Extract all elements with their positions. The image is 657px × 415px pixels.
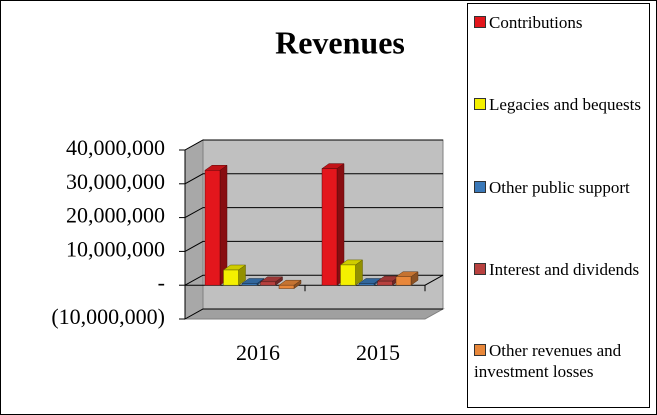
legend: Contributions Legacies and bequests Other … <box>467 3 650 408</box>
x-tick-label: 2015 <box>356 340 400 365</box>
legend-label: Interest and dividends <box>489 260 640 279</box>
y-tick-label: 40,000,000 <box>66 135 165 160</box>
y-tick-label: 10,000,000 <box>66 236 165 261</box>
y-tick-label: - <box>158 270 165 295</box>
floor <box>183 308 445 320</box>
legend-label: Legacies and bequests <box>489 95 641 114</box>
grid-line <box>184 173 443 185</box>
side-wall <box>184 139 204 320</box>
bar <box>278 284 295 289</box>
grid-line <box>184 240 443 252</box>
y-tick-label: (10,000,000) <box>51 304 165 329</box>
legend-swatch <box>474 263 486 275</box>
y-tick-label: 30,000,000 <box>66 169 165 194</box>
y-tick-label: 20,000,000 <box>66 203 165 228</box>
legend-entry: Contributions <box>474 12 646 33</box>
bar-side <box>219 164 228 286</box>
bar <box>241 283 258 286</box>
legend-entry: Other public support <box>474 177 646 198</box>
legend-swatch <box>474 98 486 110</box>
legend-swatch <box>474 181 486 193</box>
legend-label: Other revenues and investment losses <box>474 341 622 381</box>
bar <box>260 281 276 286</box>
grid-line <box>184 308 443 320</box>
bar <box>321 168 338 286</box>
bar <box>223 269 239 286</box>
legend-entry: Other revenues and investment losses <box>474 340 646 382</box>
bar <box>377 280 393 286</box>
bar <box>358 283 375 286</box>
legend-swatch <box>474 344 486 356</box>
bar <box>204 170 221 286</box>
legend-entry: Interest and dividends <box>474 259 646 280</box>
legend-label: Contributions <box>489 13 583 32</box>
legend-entry: Legacies and bequests <box>474 94 646 115</box>
bar <box>340 264 356 286</box>
grid-line <box>184 139 443 151</box>
x-tick-label: 2016 <box>236 340 280 365</box>
grid-line <box>184 207 443 219</box>
bar <box>395 276 412 286</box>
legend-swatch <box>474 16 486 28</box>
grid-line <box>184 274 443 286</box>
legend-label: Other public support <box>489 178 630 197</box>
chart-title: Revenues <box>275 24 405 60</box>
